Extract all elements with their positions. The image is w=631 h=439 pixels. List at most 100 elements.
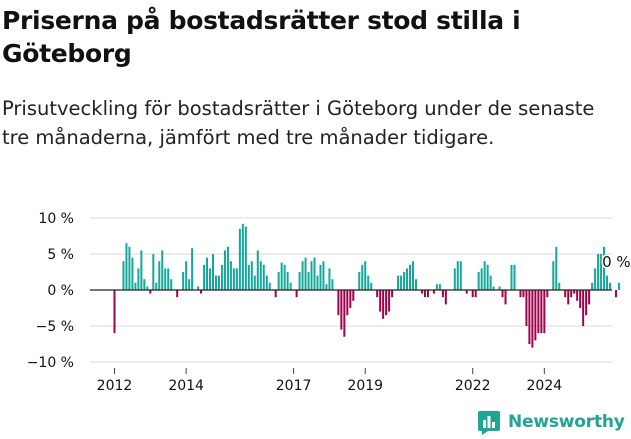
bar <box>403 272 406 290</box>
bar <box>582 290 585 326</box>
bar <box>286 272 289 290</box>
grid-lines <box>90 217 612 363</box>
bar <box>226 246 229 290</box>
bar <box>212 254 214 290</box>
bar <box>283 264 286 290</box>
bar <box>588 290 591 305</box>
bar <box>492 286 495 290</box>
bar <box>209 268 212 290</box>
bar <box>522 290 525 298</box>
bar <box>200 290 203 294</box>
bar <box>340 290 343 330</box>
bar <box>367 275 370 290</box>
x-tick-label: 2012 <box>97 378 133 394</box>
bar <box>376 290 379 298</box>
bar <box>594 268 597 290</box>
bar <box>585 290 588 316</box>
bar <box>161 250 164 290</box>
bar <box>319 264 322 290</box>
bar <box>441 290 444 298</box>
bar <box>552 261 555 290</box>
bar <box>385 290 388 316</box>
bar <box>364 261 367 290</box>
bar <box>214 275 217 290</box>
bar <box>143 279 146 290</box>
bar <box>498 286 501 290</box>
bar <box>546 290 549 298</box>
bar <box>474 290 477 298</box>
bar <box>543 290 546 334</box>
bar <box>191 248 194 290</box>
bar <box>540 290 543 334</box>
bar <box>438 284 441 290</box>
bar <box>343 290 346 337</box>
bar <box>617 282 620 290</box>
bar <box>567 290 570 305</box>
bar <box>609 282 612 290</box>
bar <box>128 246 131 290</box>
bar <box>149 290 152 294</box>
bar <box>435 284 438 290</box>
bar <box>188 279 191 290</box>
bar <box>564 290 567 298</box>
bar <box>307 272 310 290</box>
bar-chart-logo-icon <box>478 411 500 435</box>
bar <box>489 275 492 290</box>
bar <box>534 290 537 341</box>
bar <box>268 282 271 290</box>
bar <box>328 268 331 290</box>
bar <box>331 279 334 290</box>
bar <box>370 282 373 290</box>
bar <box>217 275 220 290</box>
bar <box>606 275 609 290</box>
bar <box>614 290 617 298</box>
bar <box>140 250 143 290</box>
bar <box>486 264 489 290</box>
bar <box>349 290 352 308</box>
bar <box>603 246 606 290</box>
bar <box>146 286 149 290</box>
bar <box>241 223 244 290</box>
bar <box>573 290 576 294</box>
bar <box>256 250 259 290</box>
bar <box>513 264 516 290</box>
bar <box>406 268 409 290</box>
bar <box>220 264 223 290</box>
bar <box>152 254 155 290</box>
bar-chart: 10 % 5 % 0 % −5 % −10 % 2012 2014 2017 2019 2022… <box>27 211 631 394</box>
y-axis-ticks: 10 % 5 % 0 % −5 % −10 % <box>27 211 74 371</box>
bar <box>316 275 319 290</box>
bar <box>597 254 600 290</box>
bar <box>471 290 474 298</box>
bar <box>456 261 459 290</box>
bar <box>337 290 340 316</box>
newsworthy-brand[interactable]: Newsworthy <box>476 409 625 435</box>
chart-subtitle: Prisutveckling för bostadsrätter i Göteb… <box>2 97 595 149</box>
bar <box>197 286 200 290</box>
bar <box>304 257 307 290</box>
bar <box>232 268 235 290</box>
bar <box>453 268 456 290</box>
x-tick-label: 2014 <box>168 378 204 394</box>
chart-title: Priserna på bostadsrätter stod stilla i … <box>2 6 521 68</box>
bar <box>477 272 480 290</box>
bar <box>185 261 188 290</box>
bar <box>558 282 561 290</box>
bar <box>504 290 507 305</box>
bar <box>203 264 206 290</box>
bar <box>432 290 435 294</box>
bar <box>259 261 262 290</box>
bar <box>182 272 185 290</box>
bar <box>400 275 403 290</box>
latest-value-label: 0 % <box>602 253 631 271</box>
bar <box>176 290 179 298</box>
bar <box>298 272 301 290</box>
y-tick-label: 10 % <box>38 211 74 227</box>
bar <box>289 282 292 290</box>
bar <box>465 290 468 294</box>
bar <box>250 261 253 290</box>
bar <box>361 264 364 290</box>
bar <box>414 279 417 290</box>
bar <box>223 250 226 290</box>
y-tick-label: 5 % <box>47 247 74 263</box>
